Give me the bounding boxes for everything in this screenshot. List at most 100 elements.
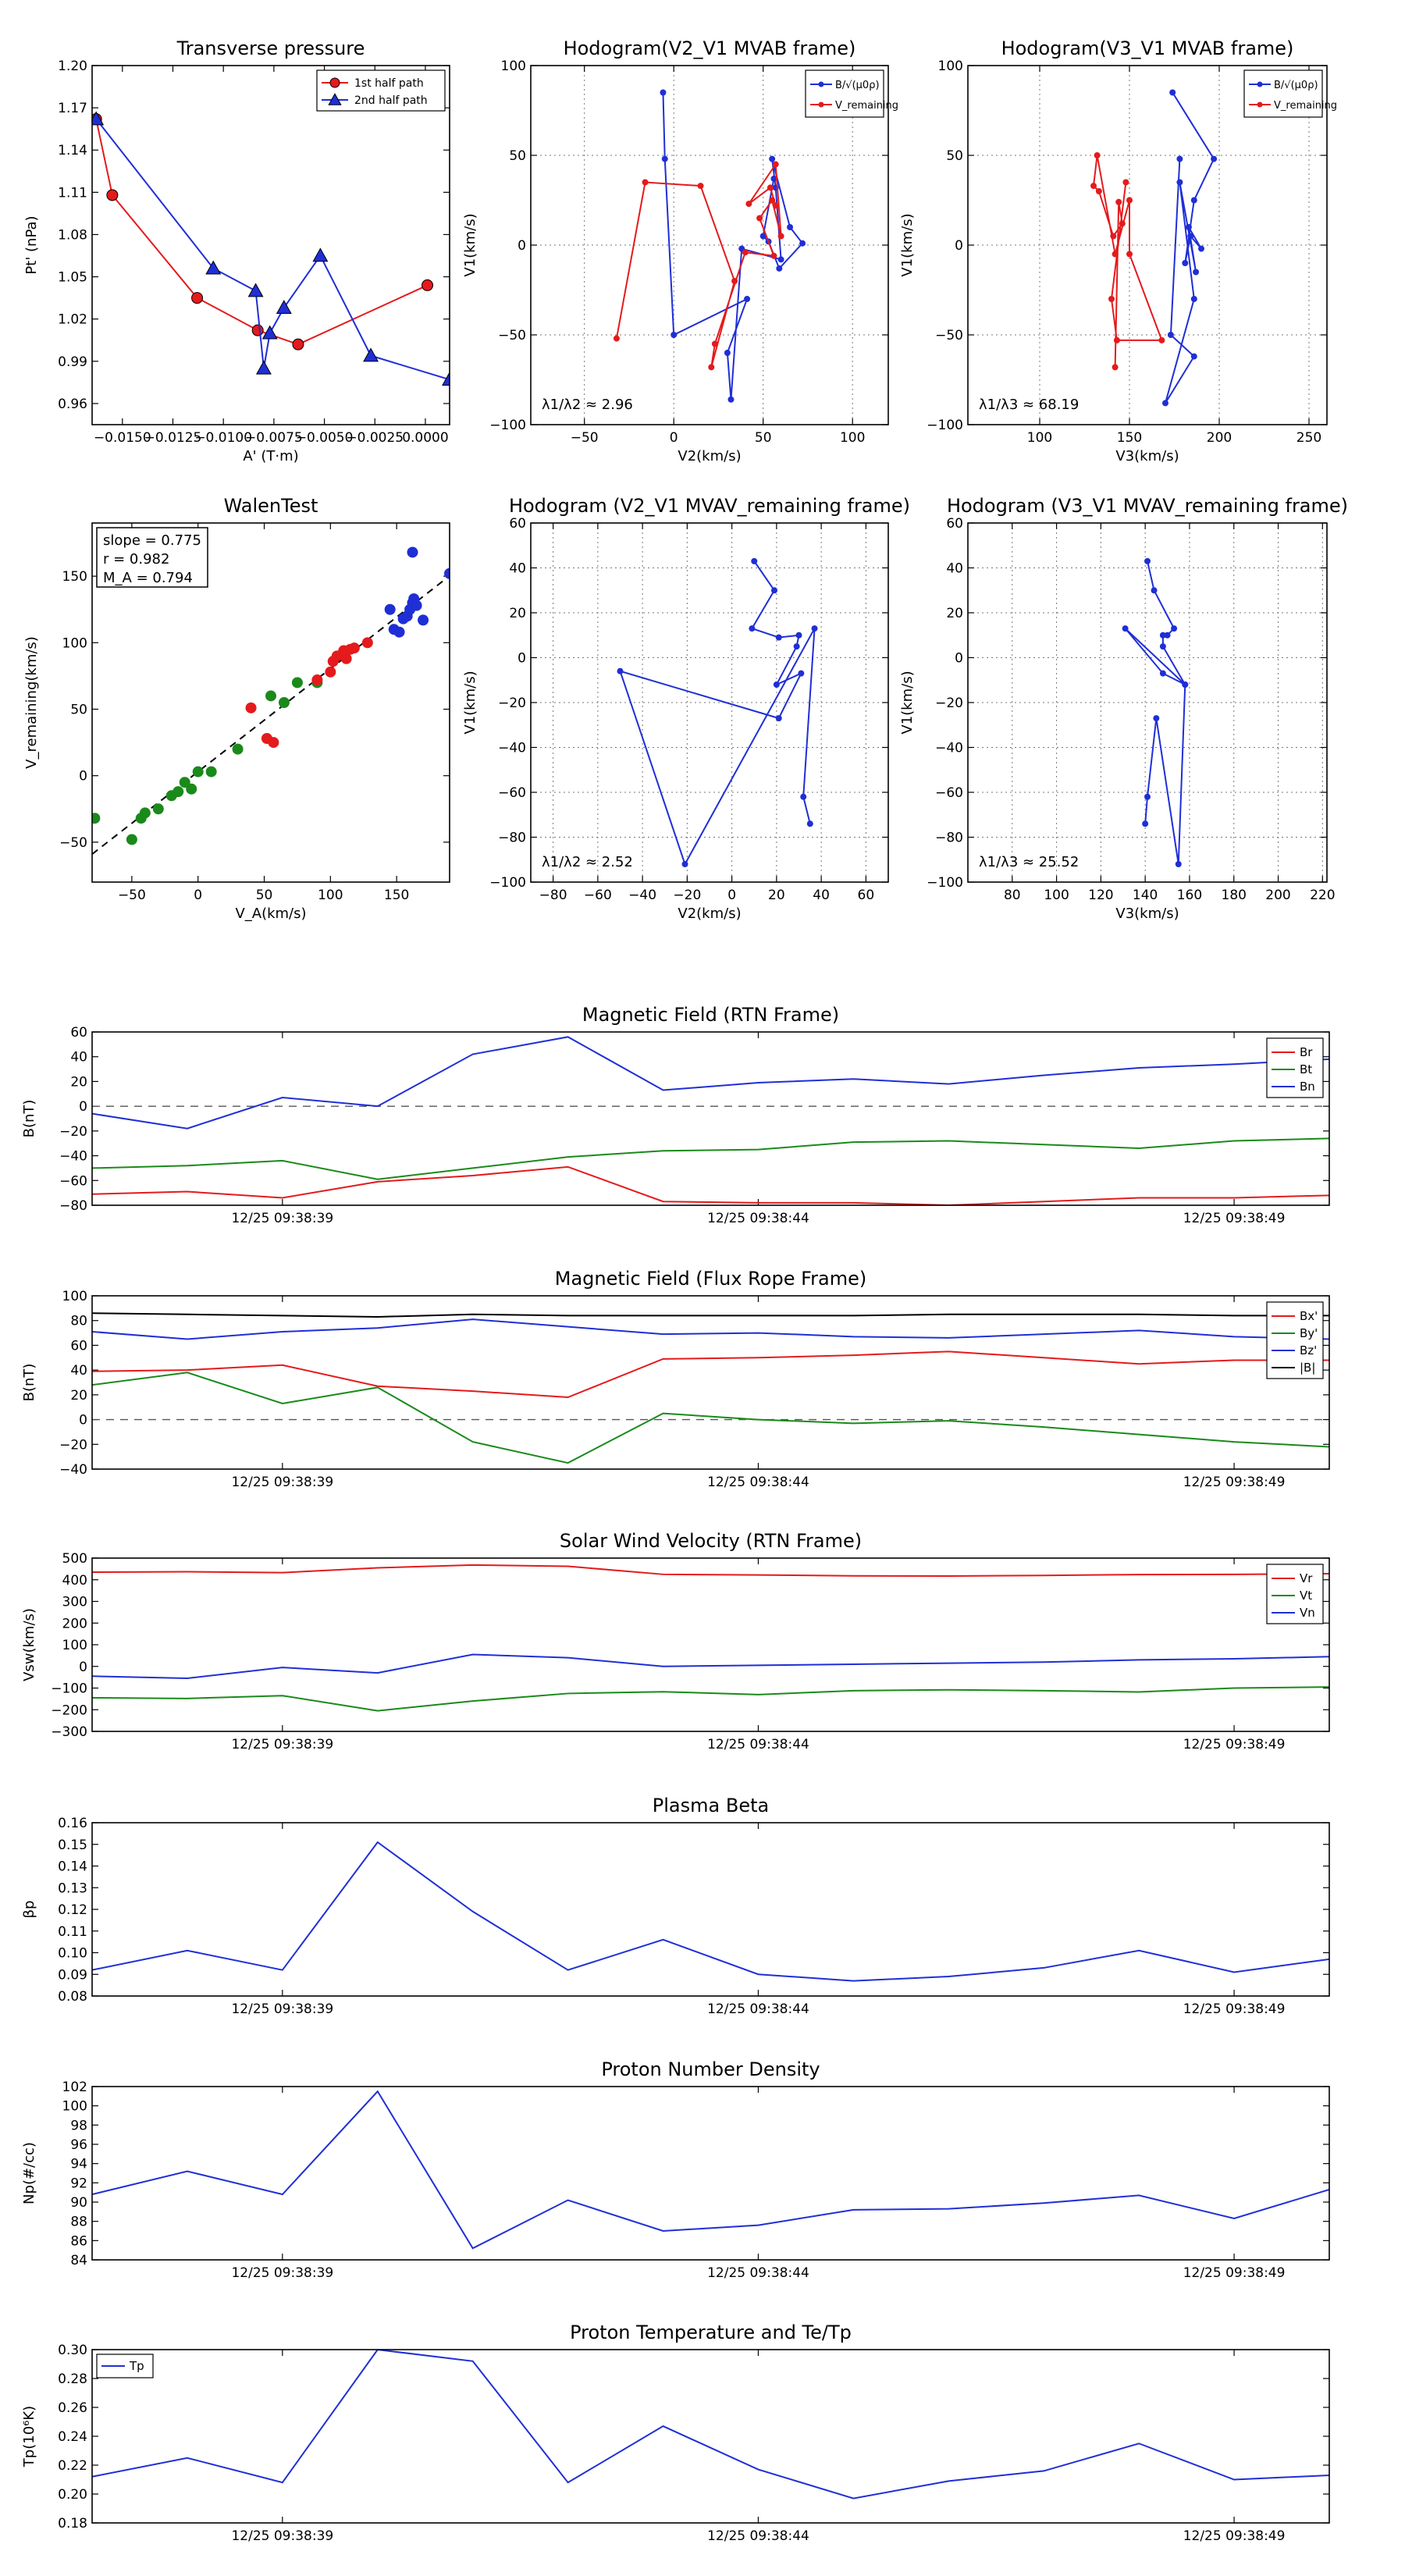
series-line-|B| bbox=[92, 1312, 1329, 1318]
data-point bbox=[681, 861, 688, 867]
y-tick-label: −60 bbox=[59, 1173, 87, 1189]
data-point bbox=[697, 183, 704, 190]
x-tick-label: −40 bbox=[628, 888, 656, 903]
series-line-Vt bbox=[92, 1686, 1329, 1712]
x-tick-label: −50 bbox=[118, 888, 146, 903]
y-tick-label: 1.02 bbox=[58, 312, 87, 328]
y-tick-label: 1.05 bbox=[58, 270, 87, 286]
data-point bbox=[1159, 670, 1166, 677]
legend-marker bbox=[818, 101, 824, 108]
x-tick-label: 250 bbox=[1297, 430, 1321, 446]
data-point bbox=[205, 766, 217, 777]
data-point bbox=[795, 632, 802, 639]
x-tick-label: 12/25 09:38:49 bbox=[1183, 2001, 1286, 2017]
y-tick-label: 0 bbox=[955, 651, 963, 667]
x-tick-label: 150 bbox=[1117, 430, 1142, 446]
y-tick-label: −40 bbox=[935, 741, 963, 756]
y-axis-label: B(nT) bbox=[21, 1100, 37, 1138]
x-tick-label: 0 bbox=[194, 888, 202, 903]
x-tick-label: 100 bbox=[840, 430, 865, 446]
data-point bbox=[617, 667, 624, 674]
plot-area bbox=[617, 557, 818, 867]
data-point bbox=[1110, 233, 1117, 240]
y-tick-label: 50 bbox=[946, 148, 963, 164]
x-tick-label: 12/25 09:38:44 bbox=[707, 1475, 809, 1490]
chart-h2: Hodogram(V3_V1 MVAB frame) 100 150 200 250 −1… bbox=[899, 37, 1337, 464]
annotation: λ1/λ2 ≈ 2.96 bbox=[542, 397, 633, 413]
data-point bbox=[393, 626, 405, 638]
x-tick-label: 12/25 09:38:49 bbox=[1183, 1737, 1286, 1752]
y-tick-label: 40 bbox=[946, 561, 963, 577]
data-point bbox=[776, 265, 783, 272]
annotation: λ1/λ3 ≈ 68.19 bbox=[979, 397, 1079, 413]
plot-frame bbox=[530, 65, 889, 425]
x-tick-label: 12/25 09:38:44 bbox=[707, 2001, 809, 2017]
stats-text: slope = 0.775 bbox=[103, 532, 201, 549]
y-tick-label: 0 bbox=[79, 1660, 87, 1675]
y-tick-label: 0.14 bbox=[58, 1859, 87, 1875]
x-tick-label: 60 bbox=[858, 888, 875, 903]
x-tick-label: 0 bbox=[670, 430, 678, 446]
plot-area bbox=[1122, 557, 1189, 867]
y-tick-label: 0.08 bbox=[58, 1989, 87, 2005]
y-tick-label: 0 bbox=[518, 238, 526, 254]
y-tick-label: −100 bbox=[489, 418, 526, 433]
y-tick-label: 0.18 bbox=[58, 2516, 87, 2532]
y-tick-label: −100 bbox=[927, 875, 963, 891]
x-tick-label: −0.0150 bbox=[94, 430, 151, 446]
x-tick-label: 12/25 09:38:49 bbox=[1183, 2528, 1286, 2544]
data-point bbox=[775, 634, 782, 641]
data-point bbox=[749, 625, 756, 632]
data-point bbox=[1126, 251, 1133, 258]
x-tick-label: 80 bbox=[1004, 888, 1021, 903]
x-tick-label: 220 bbox=[1310, 888, 1335, 903]
x-tick-label: 100 bbox=[1044, 888, 1069, 903]
data-point bbox=[1190, 296, 1197, 302]
stats-text: M_A = 0.794 bbox=[103, 570, 193, 586]
legend-label: Br bbox=[1300, 1045, 1313, 1059]
plot-area bbox=[92, 111, 450, 386]
chart-walen: WalenTest −50 0 50 100 150 −50 0 50 100 150 V_A(km/… bbox=[23, 495, 450, 922]
y-tick-label: 0 bbox=[518, 651, 526, 667]
data-point bbox=[1187, 233, 1194, 240]
x-tick-label: 12/25 09:38:49 bbox=[1183, 1475, 1286, 1490]
x-axis-label: V2(km/s) bbox=[678, 448, 741, 464]
data-point bbox=[191, 292, 204, 304]
legend-label: Vt bbox=[1300, 1589, 1312, 1603]
data-point bbox=[251, 324, 264, 336]
data-point bbox=[1198, 245, 1204, 252]
legend-label: V_remaining bbox=[1274, 100, 1337, 112]
legend-marker bbox=[1257, 81, 1263, 87]
x-tick-label: 12/25 09:38:39 bbox=[231, 1211, 333, 1226]
data-point bbox=[771, 587, 778, 594]
y-tick-label: −80 bbox=[498, 831, 526, 846]
data-point bbox=[1169, 89, 1176, 96]
series-line-B/√(μ0ρ) bbox=[1165, 91, 1215, 404]
x-tick-label: 12/25 09:38:44 bbox=[707, 1737, 809, 1752]
plot-frame bbox=[91, 1822, 1330, 1997]
y-tick-label: 100 bbox=[501, 59, 526, 74]
data-point bbox=[173, 786, 184, 798]
annotation: λ1/λ3 ≈ 25.52 bbox=[979, 854, 1079, 870]
chart-title: Hodogram (V2_V1 MVAV_remaining frame) bbox=[509, 495, 910, 517]
y-tick-label: 0.99 bbox=[58, 354, 87, 370]
plot-area bbox=[1090, 89, 1218, 407]
y-tick-label: −20 bbox=[59, 1437, 87, 1453]
data-point bbox=[363, 347, 379, 362]
chart-h4: Hodogram (V3_V1 MVAV_remaining frame) 80 1… bbox=[899, 495, 1348, 922]
y-tick-label: −50 bbox=[498, 328, 526, 343]
y-tick-label: 100 bbox=[62, 1638, 87, 1653]
y-axis-label: B(nT) bbox=[21, 1364, 37, 1402]
chart-title: Solar Wind Velocity (RTN Frame) bbox=[560, 1530, 862, 1552]
legend-label: B/√(μ0ρ) bbox=[835, 80, 880, 91]
y-tick-label: 0.16 bbox=[58, 1816, 87, 1831]
y-axis-label: V1(km/s) bbox=[462, 213, 478, 276]
y-axis-label: Vsw(km/s) bbox=[21, 1608, 37, 1681]
y-tick-label: 20 bbox=[70, 1074, 87, 1090]
chart-bt: Magnetic Field (RTN Frame) 12/25 09:38:39… bbox=[21, 1004, 1330, 1226]
data-point bbox=[186, 783, 197, 795]
y-tick-label: 100 bbox=[62, 635, 87, 651]
data-point bbox=[192, 766, 204, 777]
x-tick-label: 120 bbox=[1088, 888, 1113, 903]
data-point bbox=[106, 189, 119, 201]
